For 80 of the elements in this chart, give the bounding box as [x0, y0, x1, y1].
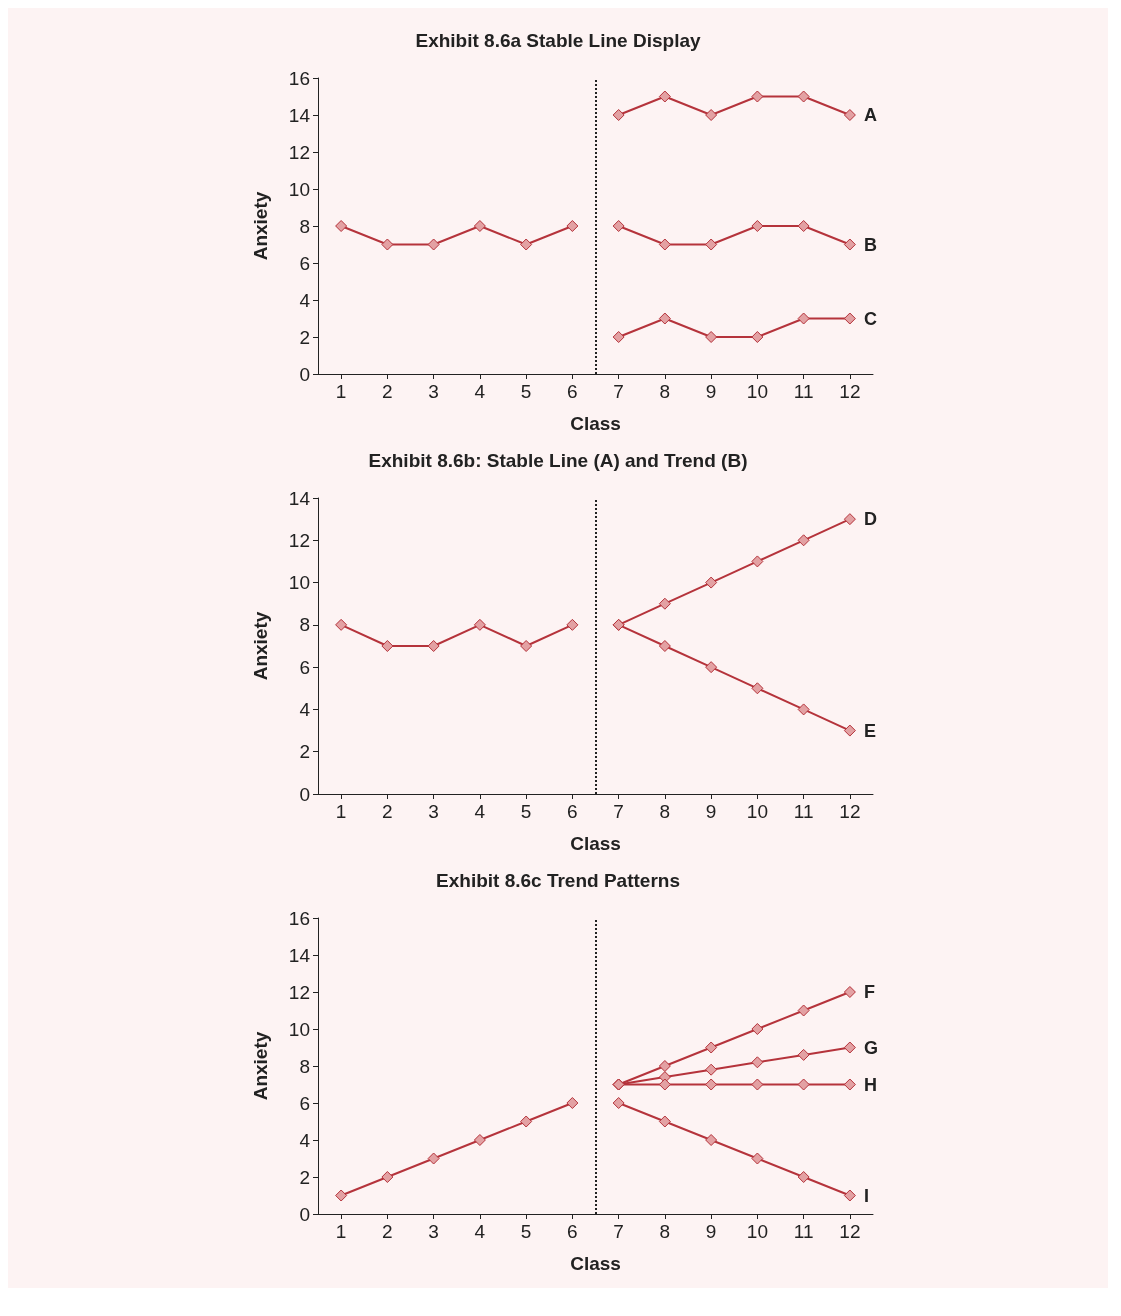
x-axis-title: Class: [570, 833, 621, 854]
x-tick-label: 5: [520, 381, 532, 402]
x-tick-label: 5: [520, 1221, 532, 1242]
x-tick-label: 4: [474, 801, 486, 822]
y-tick-label: 14: [288, 944, 311, 966]
x-tick-label: 10: [746, 381, 768, 402]
y-tick-label: 2: [299, 1166, 310, 1188]
y-tick-label: 0: [299, 783, 310, 805]
y-tick-label: 10: [288, 572, 310, 594]
y-tick-label: 16: [288, 907, 310, 929]
series-label: G: [863, 1037, 878, 1058]
x-tick-label: 2: [382, 381, 393, 402]
y-tick-label: 4: [299, 1129, 311, 1151]
series-label: A: [863, 105, 877, 125]
x-tick-label: 1: [335, 381, 347, 402]
x-tick-label: 1: [335, 1221, 347, 1242]
x-tick-label: 11: [793, 1221, 814, 1242]
x-tick-label: 12: [839, 801, 861, 822]
series-label: I: [863, 1185, 869, 1206]
y-tick-label: 6: [299, 252, 310, 274]
x-tick-label: 8: [659, 801, 671, 822]
y-tick-label: 0: [299, 1203, 310, 1225]
series-label: E: [863, 720, 876, 741]
chart-title: Exhibit 8.6b: Stable Line (A) and Trend (B): [368, 450, 748, 471]
chart-title: Exhibit 8.6a Stable Line Display: [415, 30, 701, 51]
y-tick-label: 4: [299, 698, 311, 720]
x-tick-label: 6: [567, 1221, 578, 1242]
y-tick-label: 14: [288, 487, 311, 509]
x-tick-label: 9: [705, 801, 717, 822]
x-axis-title: Class: [570, 413, 621, 434]
x-tick-label: 2: [382, 801, 393, 822]
y-tick-label: 10: [288, 1018, 310, 1040]
series-label: F: [863, 982, 875, 1002]
x-tick-label: 8: [659, 1221, 671, 1242]
x-tick-label: 10: [746, 801, 768, 822]
series-label: B: [863, 234, 877, 255]
x-axis-title: Class: [570, 1253, 621, 1274]
y-axis-title: Anxiety: [250, 611, 271, 681]
chart-title: Exhibit 8.6c Trend Patterns: [436, 870, 680, 891]
x-tick-label: 7: [613, 1221, 624, 1242]
y-tick-label: 6: [299, 1092, 310, 1114]
x-tick-label: 6: [567, 381, 578, 402]
y-tick-label: 10: [288, 178, 310, 200]
y-axis-title: Anxiety: [250, 1031, 271, 1101]
x-tick-label: 12: [839, 381, 861, 402]
x-tick-label: 11: [793, 381, 814, 402]
x-tick-label: 7: [613, 801, 624, 822]
x-tick-label: 3: [428, 1221, 439, 1242]
x-tick-label: 3: [428, 381, 439, 402]
y-tick-label: 12: [288, 981, 310, 1003]
y-tick-label: 6: [299, 656, 310, 678]
y-tick-label: 16: [288, 67, 310, 89]
x-tick-label: 2: [382, 1221, 393, 1242]
y-tick-label: 12: [288, 529, 310, 551]
x-tick-label: 12: [839, 1221, 861, 1242]
x-tick-label: 4: [474, 1221, 486, 1242]
y-tick-label: 8: [299, 614, 310, 636]
x-tick-label: 3: [428, 801, 439, 822]
x-tick-label: 7: [613, 381, 624, 402]
series-label: H: [863, 1074, 877, 1095]
y-tick-label: 2: [299, 741, 310, 763]
x-tick-label: 1: [335, 801, 347, 822]
y-tick-label: 4: [299, 289, 311, 311]
x-tick-label: 9: [705, 1221, 717, 1242]
x-tick-label: 8: [659, 381, 671, 402]
x-tick-label: 10: [746, 1221, 768, 1242]
x-tick-label: 9: [705, 381, 717, 402]
x-tick-label: 5: [520, 801, 532, 822]
x-tick-label: 4: [474, 381, 486, 402]
series-label: D: [863, 509, 877, 530]
y-tick-label: 2: [299, 326, 310, 348]
y-tick-label: 14: [288, 104, 311, 126]
y-tick-label: 12: [288, 141, 310, 163]
x-tick-label: 6: [567, 801, 578, 822]
y-tick-label: 0: [299, 363, 310, 385]
y-tick-label: 8: [299, 1055, 310, 1077]
y-axis-title: Anxiety: [250, 191, 271, 261]
y-tick-label: 8: [299, 215, 310, 237]
series-label: C: [863, 308, 877, 329]
x-tick-label: 11: [793, 801, 814, 822]
